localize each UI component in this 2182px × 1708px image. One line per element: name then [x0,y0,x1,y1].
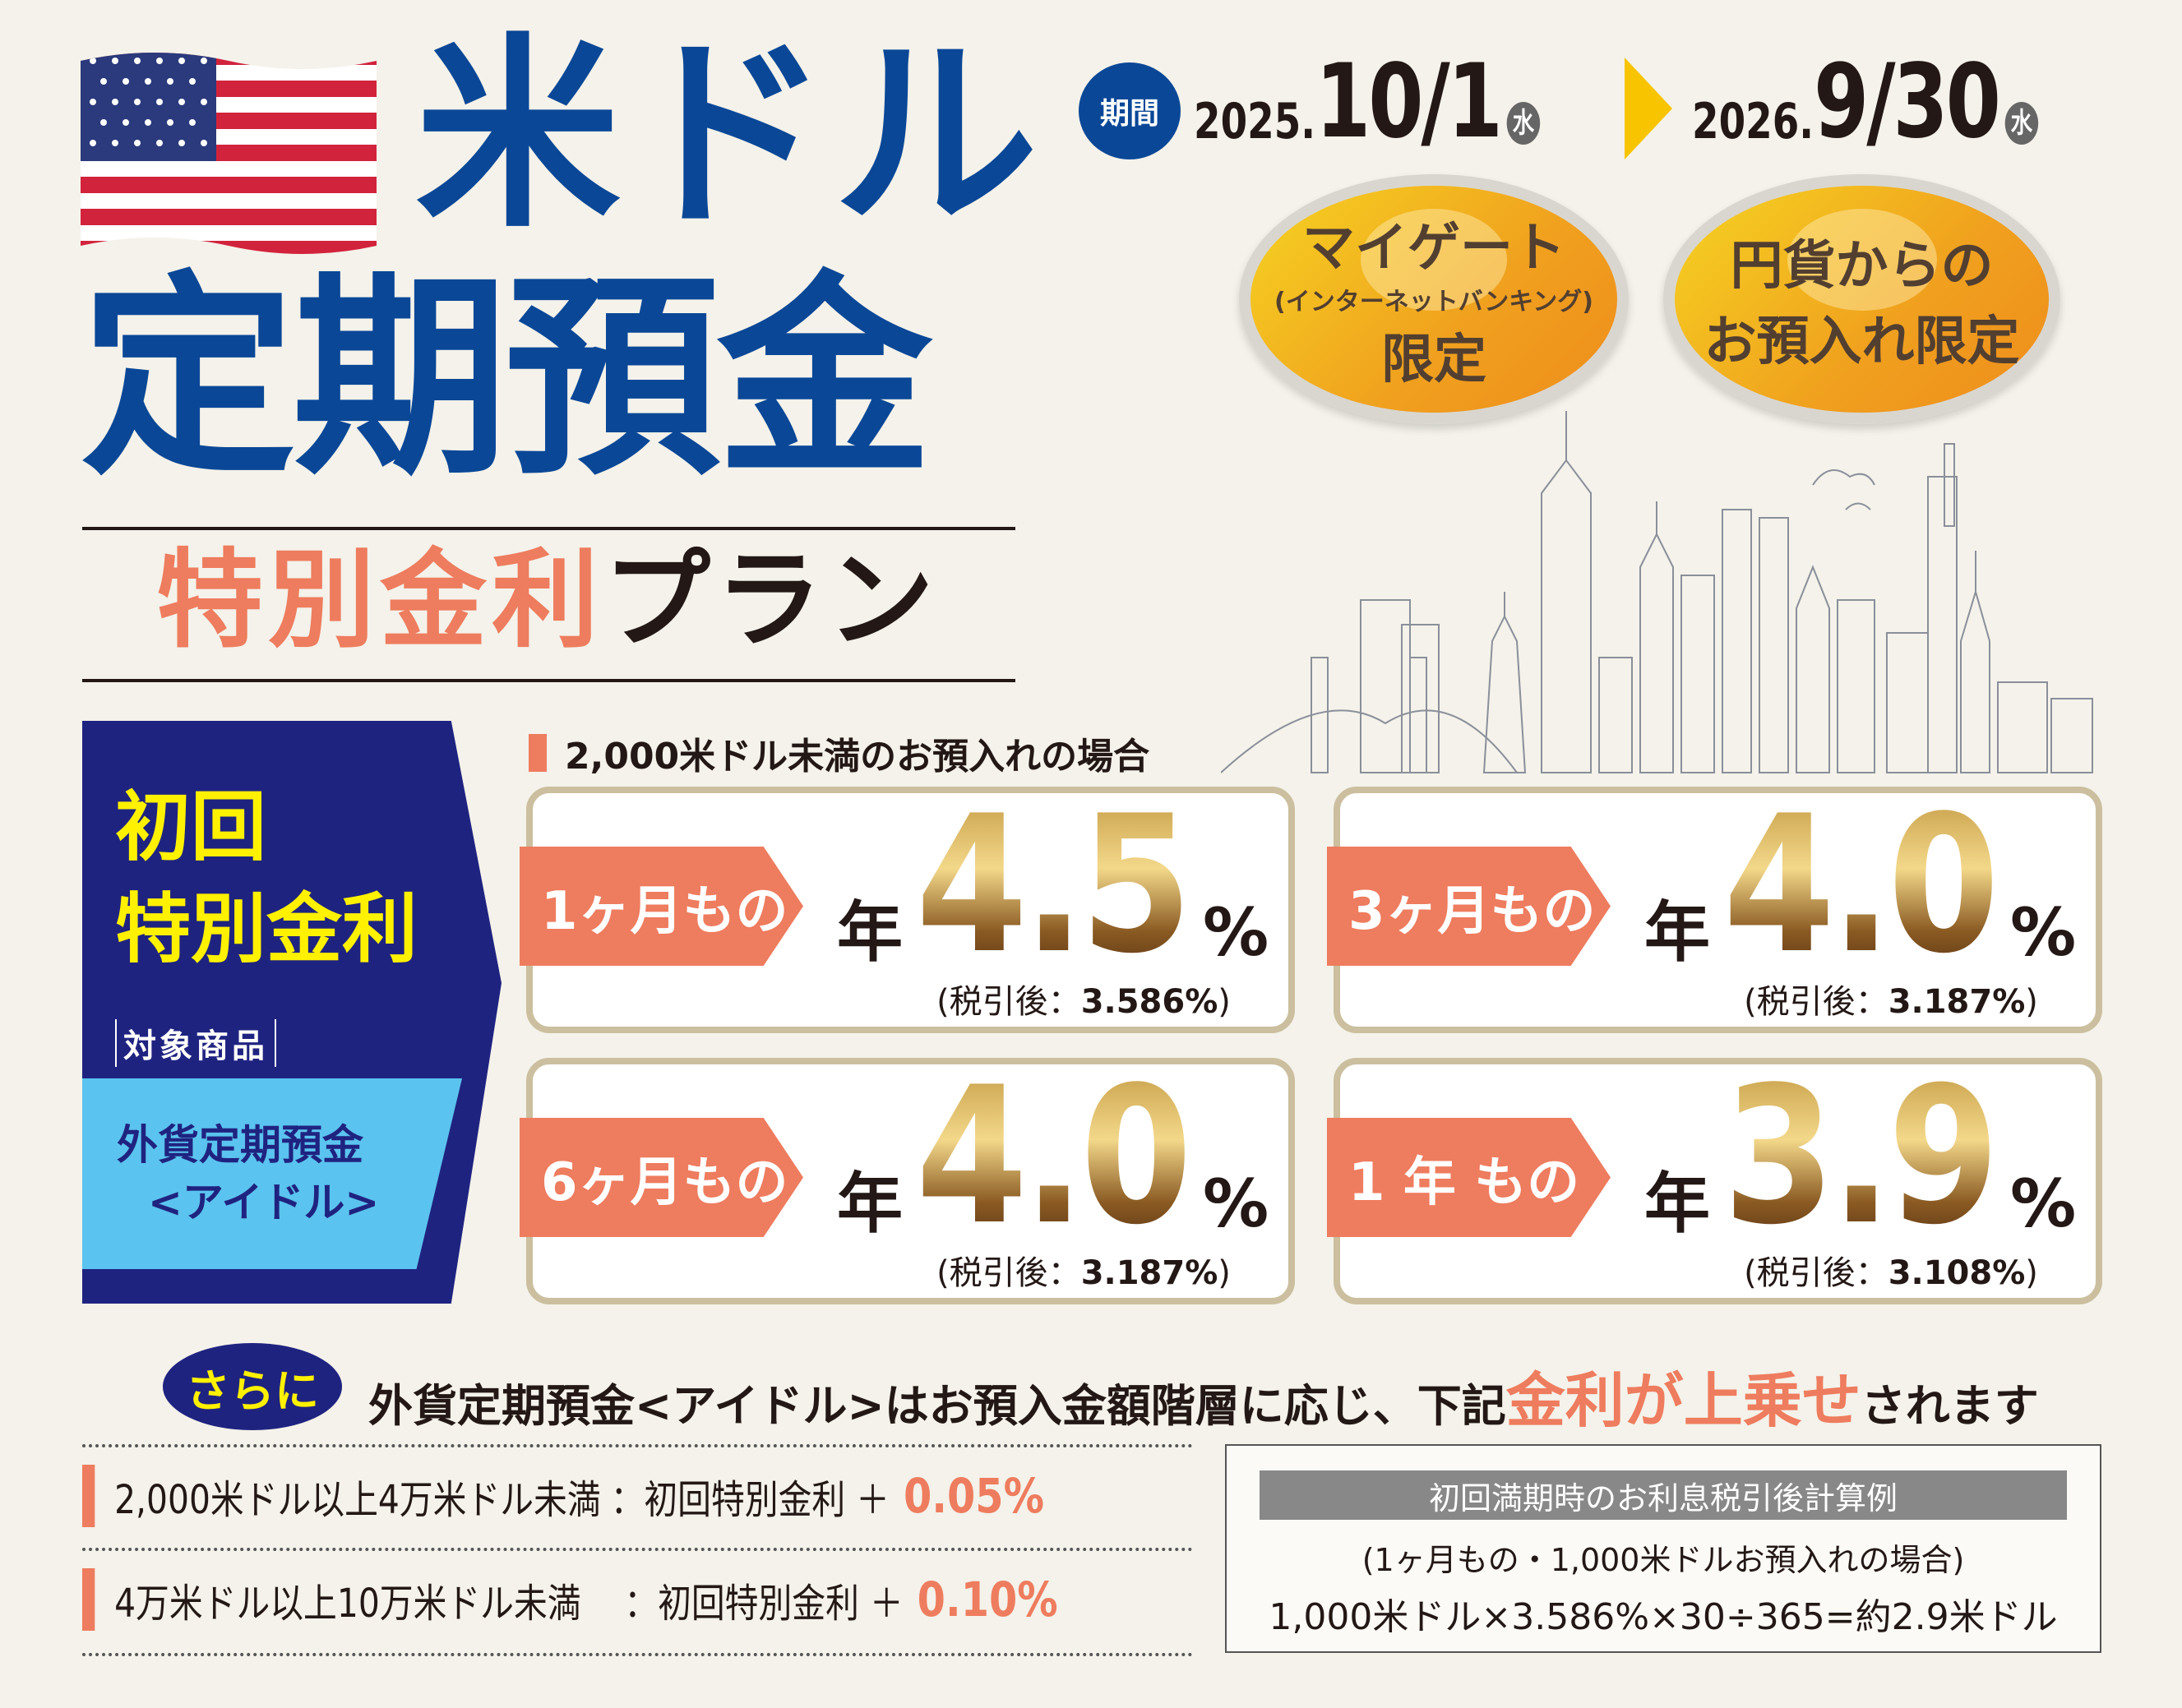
us-flag-icon [81,53,377,254]
calc-condition: (1ヶ月もの・1,000米ドルお預入れの場合) [1361,1542,1965,1578]
end-date: 2026. 9/30 水 [1692,43,2039,161]
rate-card-1y: 1 年 もの 年 3.9 % (税引後：3.108%) [1327,1047,2102,1304]
rate-card-1m: 1ヶ月もの 年 4.5 % (税引後：3.586%) [520,776,1295,1033]
tier-range: 4万米ドル以上10万米ドル未満 [114,1581,615,1627]
panel-title-line1: 初回 [115,783,267,871]
paren: ) [2025,983,2038,1021]
end-year: 2026. [1692,93,1814,150]
dotted-divider [82,1444,1193,1447]
badge-mygate: マイゲート (インターネットバンキング) 限定 [1239,174,1629,424]
accent-bar [82,1568,95,1631]
after-tax-rate: (税引後：3.108%) [1727,1255,2055,1291]
after-tax-label: (税引後： [936,983,1081,1021]
plan-title: 特別金利プラン [156,547,939,653]
term-tag: 1ヶ月もの [520,847,803,966]
calc-formula: 1,000米ドル×3.586%×30÷365=約2.9米ドル [1269,1596,2058,1638]
after-tax-label: (税引後： [936,1254,1081,1292]
product-name: 外貨定期預金 [117,1121,363,1169]
annual-label: 年 [1644,1166,1710,1242]
badge-text: マイゲート [1302,218,1565,279]
period-badge: 期間 [1079,62,1181,159]
rate-value: 4.0 [1723,776,1999,995]
divider [82,527,1015,530]
tier-row: 2,000米ドル以上4万米ドル未満 ：初回特別金利 ＋ 0.05% [82,1465,1044,1527]
dotted-divider [82,1548,1193,1551]
after-tax-rate: (税引後：3.187%) [1727,984,2055,1020]
badge-text: (インターネットバンキング) [1274,288,1594,316]
panel-title: 初回 特別金利 [115,777,418,981]
paren: ) [1218,983,1231,1021]
percent-sign: % [1203,1166,1269,1242]
rate-value: 4.5 [916,776,1192,995]
term-tag: 3ヶ月もの [1327,847,1611,966]
start-month-day: 10/1 [1315,43,1503,161]
after-tax-value: 3.108% [1888,1254,2026,1292]
term-tag: 6ヶ月もの [520,1118,803,1237]
rate-card-6m: 6ヶ月もの 年 4.0 % (税引後：3.187%) [520,1047,1295,1304]
plan-suffix: プラン [603,538,940,662]
skyline-illustration [1221,411,2093,773]
after-tax-value: 3.586% [1080,983,1218,1021]
target-product-box: 外貨定期預金 <アイドル> [82,1078,462,1269]
panel-title-line2: 特別金利 [115,885,418,974]
paren: ) [2025,1254,2038,1292]
target-products-label: 対象商品 [115,1019,276,1067]
end-weekday: 水 [2004,102,2039,145]
percent-sign: % [2010,1166,2077,1242]
title-usd: 米ドル [415,16,1042,255]
tier-range: 2,000米ドル以上4万米ドル未満 [114,1477,601,1523]
annual-label: 年 [837,894,903,971]
start-year: 2025. [1194,93,1316,150]
arrow-right-icon [1625,58,1672,159]
calc-title: 初回満期時のお利息税引後計算例 [1260,1470,2067,1520]
end-month-day: 9/30 [1814,43,2001,161]
rate-value: 3.9 [1723,1047,1999,1267]
divider [82,679,1015,682]
furthermore-bubble: さらに [163,1343,342,1430]
term-tag: 1 年 もの [1327,1118,1611,1237]
percent-sign: % [1203,894,1269,971]
after-tax-rate: (税引後：3.187%) [919,1255,1248,1291]
subheading: 2,000米ドル未満のお預入れの場合 [529,727,1149,779]
product-subname: <アイドル> [148,1179,380,1226]
tier-label: ：初回特別金利 ＋ [624,1581,904,1627]
after-tax-value: 3.187% [1888,983,2026,1021]
percent-sign: % [2010,894,2077,971]
annual-label: 年 [837,1166,903,1242]
calculation-example-box: 初回満期時のお利息税引後計算例 (1ヶ月もの・1,000米ドルお預入れの場合) … [1225,1444,2101,1653]
accent-bar [529,734,547,772]
after-tax-value: 3.187% [1080,1254,1218,1292]
badge-yen: 円貨からの お預入れ限定 [1663,174,2060,424]
annual-label: 年 [1644,894,1710,971]
badge-text: 限定 [1381,330,1486,390]
rate-card-3m: 3ヶ月もの 年 4.0 % (税引後：3.187%) [1327,776,2102,1033]
start-date: 2025. 10/1 水 [1194,43,1541,161]
tier-label: ：初回特別金利 ＋ [610,1477,890,1523]
after-tax-label: (税引後： [1744,983,1888,1021]
badge-text: 円貨からの [1730,236,1994,297]
badge-text: お預入れ限定 [1704,312,2020,372]
subheading-text: 2,000米ドル未満のお預入れの場合 [565,736,1150,778]
after-tax-label: (税引後： [1744,1254,1888,1292]
rate-value: 4.0 [916,1047,1192,1267]
bonus-suffix: されます [1861,1380,2039,1432]
tier-row: 4万米ドル以上10万米ドル未満 ：初回特別金利 ＋ 0.10% [82,1568,1058,1631]
plan-highlight: 特別金利 [156,538,604,662]
bonus-text-main: 外貨定期預金<アイドル>はお預入金額階層に応じ、下記 [368,1380,1506,1432]
after-tax-rate: (税引後：3.586%) [919,984,1248,1020]
tier-add-rate: 0.05% [903,1468,1044,1524]
bonus-text: 外貨定期預金<アイドル>はお預入金額階層に応じ、下記金利が上乗せされます [368,1352,2039,1438]
title-time-deposit: 定期預金 [81,253,932,504]
bonus-highlight: 金利が上乗せ [1505,1366,1861,1435]
paren: ) [1218,1254,1231,1292]
tier-add-rate: 0.10% [917,1572,1058,1627]
accent-bar [82,1465,95,1527]
dotted-divider [82,1653,1193,1656]
start-weekday: 水 [1506,102,1541,145]
